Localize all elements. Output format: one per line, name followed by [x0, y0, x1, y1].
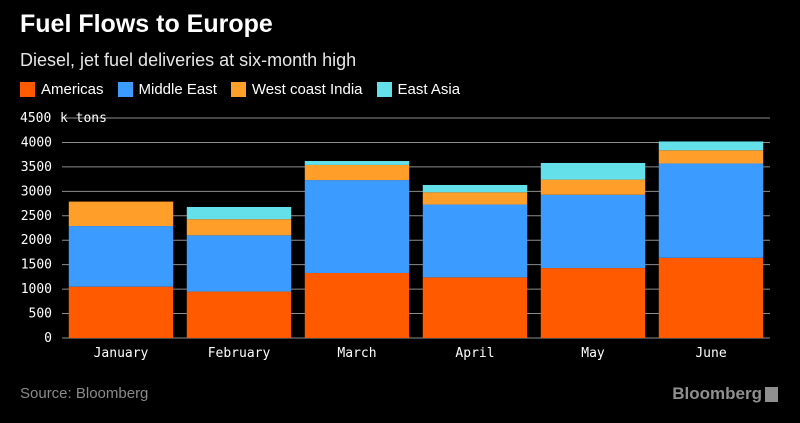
bar-segment-east-asia-june: [658, 141, 764, 151]
chart-icon: [765, 386, 778, 402]
legend: Americas Middle East West coast India Ea…: [20, 81, 474, 98]
legend-swatch-americas: [20, 82, 35, 97]
bar-segment-east-asia-may: [540, 162, 646, 180]
bar-segment-americas-june: [658, 257, 764, 338]
bar-segment-americas-january: [68, 286, 174, 338]
legend-item-americas: Americas: [20, 81, 104, 98]
legend-swatch-east-asia: [376, 82, 392, 97]
legend-swatch-middle-east: [117, 82, 133, 97]
x-tick-label: May: [581, 346, 605, 361]
bar-segment-west-coast-india-april: [422, 192, 528, 205]
bars-layer: [68, 141, 764, 338]
legend-item-middle-east: Middle East: [117, 81, 217, 98]
x-tick-label: February: [208, 346, 271, 361]
bar-segment-middle-east-january: [68, 226, 174, 287]
y-tick-label: 3500: [21, 160, 52, 175]
bar-segment-east-asia-february: [186, 206, 292, 220]
legend-label-west-coast-india: West coast India: [251, 81, 363, 98]
y-axis-label: k tons: [60, 111, 107, 126]
y-tick-label: 0: [44, 331, 52, 346]
chart-title: Fuel Flows to Europe: [20, 10, 273, 38]
bar-segment-west-coast-india-june: [658, 150, 764, 164]
y-tick-label: 1000: [21, 282, 52, 297]
legend-item-west-coast-india: West coast India: [230, 81, 363, 98]
legend-label-middle-east: Middle East: [138, 81, 217, 98]
source-note: Source: Bloomberg: [20, 385, 149, 402]
y-tick-label: 3000: [21, 184, 52, 199]
grid-layer: [62, 117, 770, 339]
bar-segment-middle-east-february: [186, 235, 292, 292]
bar-segment-middle-east-march: [304, 180, 410, 273]
legend-swatch-west-coast-india: [230, 82, 246, 97]
legend-item-east-asia: East Asia: [376, 81, 461, 98]
x-tick-label: April: [455, 346, 494, 361]
y-tick-label: 4500: [20, 111, 51, 126]
bar-segment-west-coast-india-january: [68, 201, 174, 227]
x-tick-label: March: [337, 346, 376, 361]
bar-segment-west-coast-india-february: [186, 219, 292, 236]
x-tick-label: June: [695, 346, 726, 361]
bar-segment-east-asia-march: [304, 161, 410, 165]
chart-subtitle: Diesel, jet fuel deliveries at six-month…: [20, 50, 357, 70]
x-tick-label: January: [94, 346, 149, 361]
bar-segment-east-asia-april: [422, 184, 528, 193]
bar-segment-americas-march: [304, 272, 410, 338]
y-axis-ticks: 0 500 1000 1500 2000 2500 3000 3500 4000 4500 k to…: [20, 111, 107, 346]
legend-label-americas: Americas: [41, 81, 104, 98]
y-tick-label: 4000: [21, 135, 52, 150]
brand-logo: Bloomberg: [672, 384, 778, 404]
bar-segment-west-coast-india-march: [304, 164, 410, 181]
bar-segment-middle-east-april: [422, 204, 528, 278]
y-tick-label: 1500: [21, 258, 52, 273]
y-tick-label: 2000: [21, 233, 52, 248]
bar-segment-middle-east-june: [658, 163, 764, 258]
bar-segment-americas-may: [540, 268, 646, 338]
y-tick-label: 500: [29, 307, 52, 322]
x-axis-ticks: January February March April May June: [94, 346, 727, 361]
legend-label-east-asia: East Asia: [397, 81, 461, 98]
brand-name: Bloomberg: [672, 384, 762, 403]
bar-segment-americas-february: [186, 291, 292, 338]
bar-segment-west-coast-india-may: [540, 179, 646, 195]
bar-segment-americas-april: [422, 277, 528, 338]
y-tick-label: 2500: [21, 209, 52, 224]
bar-segment-middle-east-may: [540, 194, 646, 269]
